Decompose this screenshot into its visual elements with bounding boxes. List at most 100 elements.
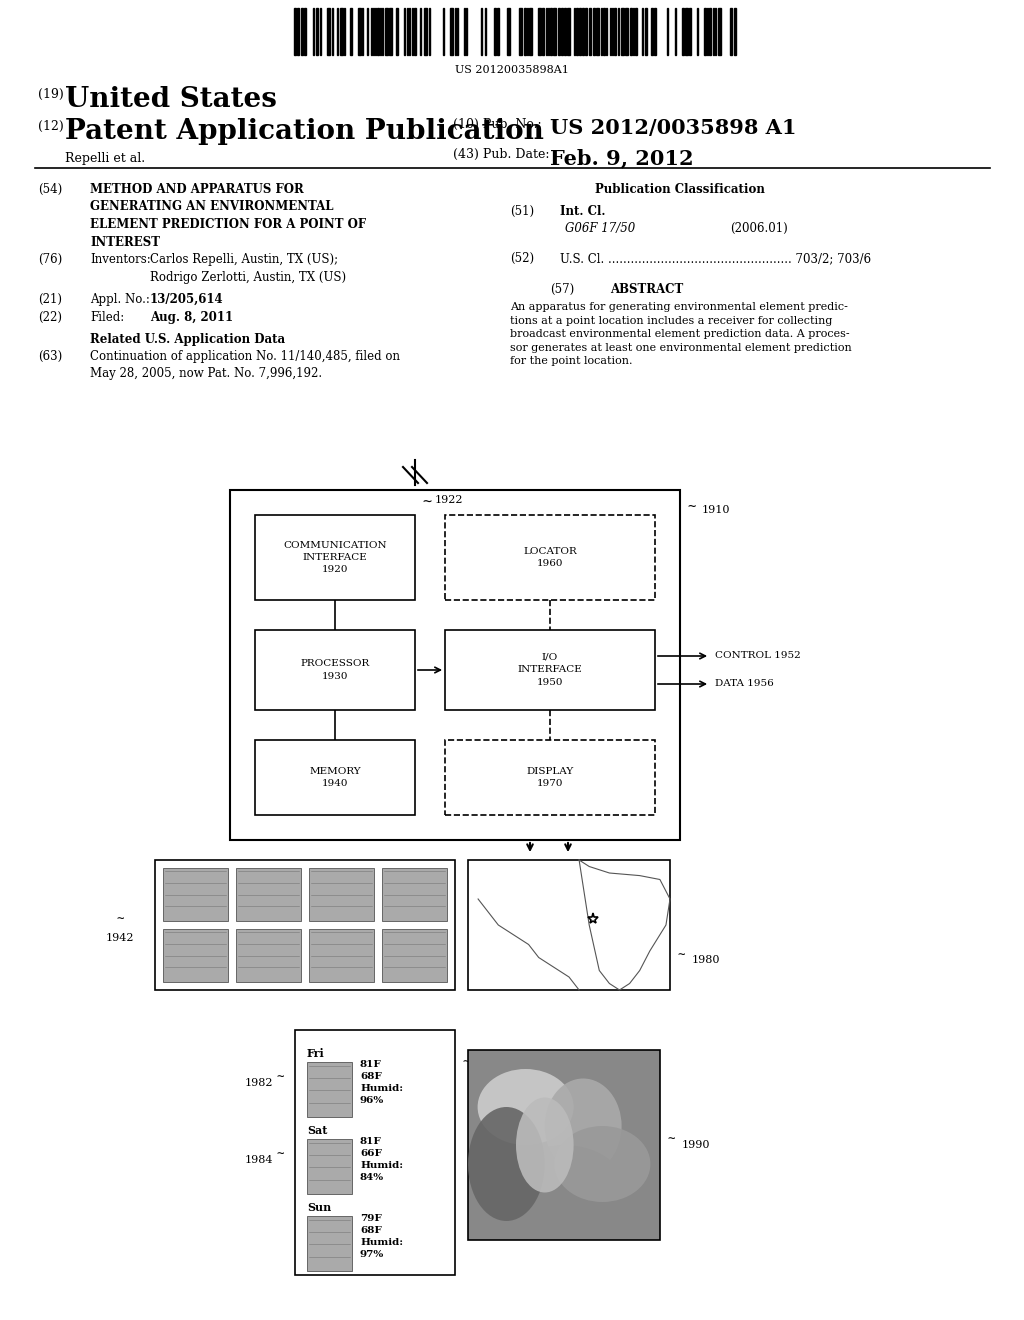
Text: US 2012/0035898 A1: US 2012/0035898 A1 <box>550 117 797 139</box>
Text: 81F: 81F <box>360 1060 382 1069</box>
Bar <box>651 8 653 55</box>
Text: $\mathtt{\sim}$: $\mathtt{\sim}$ <box>273 1068 285 1081</box>
Text: 68F: 68F <box>360 1226 382 1236</box>
Text: COMMUNICATION
INTERFACE
1920: COMMUNICATION INTERFACE 1920 <box>284 540 387 574</box>
Bar <box>294 8 296 55</box>
Bar <box>734 8 736 55</box>
Bar <box>307 1139 352 1195</box>
Text: MEMORY
1940: MEMORY 1940 <box>309 767 360 788</box>
Text: (51): (51) <box>510 205 535 218</box>
Text: Fri: Fri <box>307 1048 325 1059</box>
Bar <box>295 1030 455 1275</box>
Bar <box>307 1216 352 1271</box>
Text: Humid:: Humid: <box>360 1238 403 1247</box>
Text: US 20120035898A1: US 20120035898A1 <box>455 65 569 75</box>
Bar <box>307 1063 352 1117</box>
Text: 97%: 97% <box>360 1250 384 1259</box>
Bar <box>625 8 628 55</box>
Text: $\mathtt{\sim}$: $\mathtt{\sim}$ <box>665 1130 677 1143</box>
Text: 1982: 1982 <box>245 1078 273 1088</box>
Bar <box>377 8 379 55</box>
Text: Repelli et al.: Repelli et al. <box>65 152 145 165</box>
Text: 79F: 79F <box>360 1214 382 1224</box>
Text: Int. Cl.: Int. Cl. <box>560 205 605 218</box>
Text: CONTROL 1952: CONTROL 1952 <box>715 652 801 660</box>
Text: I/O
INTERFACE
1950: I/O INTERFACE 1950 <box>517 653 583 686</box>
Text: DISPLAY
1970: DISPLAY 1970 <box>526 767 573 788</box>
Text: PROCESSOR
1930: PROCESSOR 1930 <box>300 659 370 681</box>
Text: 1944: 1944 <box>487 933 515 942</box>
Text: (43) Pub. Date:: (43) Pub. Date: <box>453 148 550 161</box>
Text: 81F: 81F <box>360 1137 382 1146</box>
Bar <box>358 8 361 55</box>
Text: (57): (57) <box>550 282 574 296</box>
Bar <box>596 8 599 55</box>
Bar <box>424 8 427 55</box>
Ellipse shape <box>468 1107 545 1221</box>
Text: Carlos Repelli, Austin, TX (US);
Rodrigo Zerlotti, Austin, TX (US): Carlos Repelli, Austin, TX (US); Rodrigo… <box>150 253 346 284</box>
Text: $\mathtt{\sim}$: $\mathtt{\sim}$ <box>675 946 686 960</box>
Bar <box>603 8 605 55</box>
Text: Aug. 8, 2011: Aug. 8, 2011 <box>150 312 233 323</box>
Ellipse shape <box>477 1069 573 1144</box>
Bar <box>635 8 637 55</box>
Text: G06F 17/50: G06F 17/50 <box>565 222 635 235</box>
Bar <box>682 8 684 55</box>
Text: U.S. Cl. ................................................. 703/2; 703/6: U.S. Cl. ...............................… <box>560 252 871 265</box>
Bar <box>614 8 616 55</box>
Text: (21): (21) <box>38 293 62 306</box>
Bar <box>389 8 392 55</box>
Ellipse shape <box>554 1126 650 1203</box>
Text: An apparatus for generating environmental element predic-
tions at a point locat: An apparatus for generating environmenta… <box>510 302 852 367</box>
Bar <box>538 8 541 55</box>
Bar <box>304 8 306 55</box>
Ellipse shape <box>507 1144 622 1221</box>
Text: 1910: 1910 <box>702 506 730 515</box>
Bar <box>575 8 578 55</box>
Text: (2006.01): (2006.01) <box>730 222 787 235</box>
Bar <box>497 8 499 55</box>
Bar <box>301 8 303 55</box>
Text: $\mathtt{\sim}$: $\mathtt{\sim}$ <box>115 909 126 923</box>
Text: (76): (76) <box>38 253 62 267</box>
Text: (63): (63) <box>38 350 62 363</box>
Text: 13/205,614: 13/205,614 <box>150 293 223 306</box>
Bar <box>445 630 655 710</box>
Bar <box>558 8 560 55</box>
Text: 84%: 84% <box>360 1173 384 1181</box>
Bar <box>630 8 632 55</box>
Bar <box>730 8 732 55</box>
Bar <box>309 929 374 982</box>
Text: Humid:: Humid: <box>360 1084 403 1093</box>
Text: (12): (12) <box>38 120 63 133</box>
Bar <box>155 861 455 990</box>
Text: 96%: 96% <box>360 1096 384 1105</box>
Text: Publication Classification: Publication Classification <box>595 183 765 195</box>
Bar <box>561 8 563 55</box>
Bar <box>685 8 688 55</box>
Text: Related U.S. Application Data: Related U.S. Application Data <box>90 333 285 346</box>
Text: Sun: Sun <box>307 1203 331 1213</box>
Bar <box>350 8 352 55</box>
Bar <box>529 8 532 55</box>
Text: Patent Application Publication: Patent Application Publication <box>65 117 544 145</box>
Ellipse shape <box>545 1078 622 1173</box>
Text: $\mathtt{\sim}$: $\mathtt{\sim}$ <box>273 1144 285 1158</box>
Text: METHOD AND APPARATUS FOR
GENERATING AN ENVIRONMENTAL
ELEMENT PREDICTION FOR A PO: METHOD AND APPARATUS FOR GENERATING AN E… <box>90 183 367 248</box>
Bar <box>593 8 595 55</box>
Bar <box>414 8 416 55</box>
Text: DATA 1956: DATA 1956 <box>715 680 774 689</box>
Bar <box>340 8 343 55</box>
Bar <box>585 8 587 55</box>
Text: 1942: 1942 <box>105 933 134 942</box>
Text: ABSTRACT: ABSTRACT <box>610 282 683 296</box>
Bar <box>163 929 228 982</box>
Bar <box>553 8 556 55</box>
Bar <box>718 8 721 55</box>
Bar <box>255 630 415 710</box>
Bar <box>445 741 655 814</box>
Bar <box>582 8 584 55</box>
Text: 1990: 1990 <box>682 1140 711 1150</box>
Bar <box>255 515 415 601</box>
Bar <box>163 869 228 921</box>
